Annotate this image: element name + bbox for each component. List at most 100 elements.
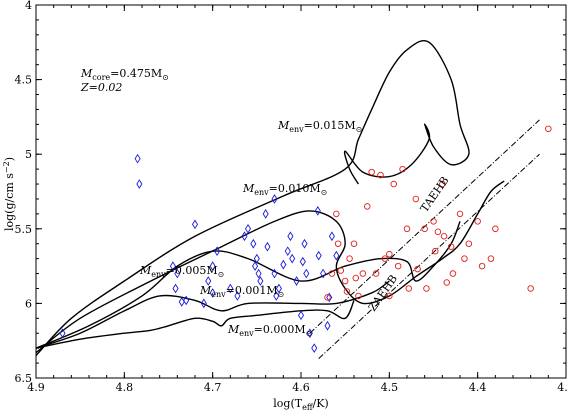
y-axis-ticks: 4 4.5 5 5.5 6 6.5 bbox=[15, 0, 566, 385]
circle-point bbox=[492, 225, 499, 233]
core-mass-label: Mcore=0.475M⊙ bbox=[80, 67, 169, 82]
evolutionary-tracks bbox=[35, 39, 505, 357]
circle-point bbox=[368, 168, 375, 176]
y-tick-label: 5.5 bbox=[15, 223, 33, 236]
circle-point bbox=[324, 294, 331, 301]
diamond-point bbox=[299, 256, 306, 267]
circle-point bbox=[405, 285, 413, 292]
diamond-point bbox=[284, 246, 291, 257]
x-tick-label: 4.7 bbox=[204, 381, 222, 394]
y-tick-label: 5 bbox=[25, 148, 32, 161]
zaehb-line bbox=[318, 153, 540, 359]
taehb-label: TAEHB bbox=[418, 174, 452, 215]
diamond-point bbox=[178, 297, 185, 307]
diamond-point bbox=[275, 283, 282, 294]
diamond-point bbox=[252, 261, 259, 271]
diamond-point bbox=[134, 153, 141, 164]
diamond-point bbox=[172, 283, 179, 294]
diamond-point bbox=[262, 209, 269, 219]
y-axis-label: log(g/cm s−2) bbox=[2, 157, 16, 231]
diamond-point bbox=[250, 238, 257, 249]
diamond-point bbox=[314, 206, 321, 216]
circle-point bbox=[478, 262, 486, 270]
circle-point bbox=[421, 225, 428, 233]
env_015-track bbox=[35, 39, 470, 357]
circle-point bbox=[337, 267, 345, 274]
circle-point bbox=[386, 292, 393, 300]
y-tick-label: 6.5 bbox=[15, 372, 33, 385]
circle-point bbox=[403, 225, 411, 233]
circle-point bbox=[449, 270, 457, 277]
diamond-point bbox=[320, 268, 327, 279]
circle-point bbox=[352, 274, 360, 282]
circle-point bbox=[359, 270, 367, 277]
diamond-point bbox=[191, 219, 199, 230]
circle-point bbox=[465, 240, 473, 247]
diamond-point bbox=[214, 246, 221, 257]
circle-point bbox=[350, 240, 358, 247]
circle-point bbox=[443, 279, 451, 286]
circle-point bbox=[394, 262, 402, 270]
x-tick-label: 4.4 bbox=[469, 381, 487, 394]
diamond-point bbox=[257, 276, 264, 286]
circle-point bbox=[423, 285, 430, 292]
circle-point bbox=[386, 250, 393, 258]
diamond-point bbox=[136, 179, 143, 189]
env_001-track bbox=[35, 280, 390, 349]
diamond-point bbox=[200, 298, 207, 309]
diamond-point bbox=[209, 288, 216, 298]
diamond-point bbox=[289, 253, 296, 264]
circle-point bbox=[527, 285, 534, 292]
metallicity-label: Z=0.02 bbox=[80, 81, 122, 94]
circle-point bbox=[334, 240, 342, 247]
circle-point bbox=[440, 233, 448, 240]
circle-point bbox=[346, 255, 353, 262]
horizontal-branch-lines bbox=[309, 119, 540, 359]
x-tick-label: 4.6 bbox=[292, 381, 310, 394]
diamond-point bbox=[297, 310, 305, 321]
diamond-point bbox=[174, 268, 181, 279]
circle-point bbox=[390, 180, 398, 188]
y-tick-label: 6 bbox=[25, 297, 32, 310]
diamond-point bbox=[183, 295, 190, 306]
x-tick-label: 4.3 bbox=[557, 381, 567, 394]
circle-point bbox=[372, 270, 380, 277]
diamond-point bbox=[306, 328, 313, 339]
circle-point bbox=[355, 292, 362, 300]
diamond-point bbox=[271, 194, 278, 204]
x-axis-ticks: 4.9 4.8 4.7 4.6 4.5 4.4 4.3 bbox=[27, 5, 567, 394]
diamond-point bbox=[315, 250, 322, 261]
circle-point bbox=[377, 171, 384, 179]
circle-point bbox=[432, 247, 439, 255]
diamond-point bbox=[169, 261, 176, 271]
diamond-point bbox=[264, 241, 271, 252]
env-010-label: Menv=0.010M⊙ bbox=[242, 182, 327, 197]
diamond-point bbox=[59, 328, 66, 339]
diamond-point bbox=[301, 238, 308, 249]
circle-point bbox=[545, 125, 552, 133]
circle-point bbox=[439, 180, 446, 188]
circle-point bbox=[328, 270, 336, 277]
data-points bbox=[59, 125, 552, 354]
diamond-point bbox=[255, 268, 262, 279]
x-tick-label: 4.8 bbox=[116, 381, 134, 394]
env-005-label: Menv=0.005M⊙ bbox=[139, 264, 224, 279]
env-015-label: Menv=0.015M⊙ bbox=[277, 119, 362, 134]
circle-point bbox=[447, 243, 455, 250]
y-tick-label: 4.5 bbox=[15, 74, 33, 87]
diamond-point bbox=[333, 250, 340, 261]
circle-point bbox=[343, 288, 351, 295]
circle-point bbox=[430, 218, 437, 225]
diamond-point bbox=[328, 231, 335, 242]
diamond-point bbox=[280, 259, 287, 270]
diamond-point bbox=[271, 268, 278, 279]
y-tick-label: 4 bbox=[25, 0, 32, 12]
diamond-point bbox=[311, 343, 318, 354]
diamond-point bbox=[241, 231, 248, 242]
diamond-point bbox=[273, 291, 280, 301]
diamond-point bbox=[253, 253, 260, 264]
x-tick-label: 4.5 bbox=[381, 381, 399, 394]
diamond-point bbox=[234, 291, 241, 301]
circle-point bbox=[487, 255, 495, 262]
